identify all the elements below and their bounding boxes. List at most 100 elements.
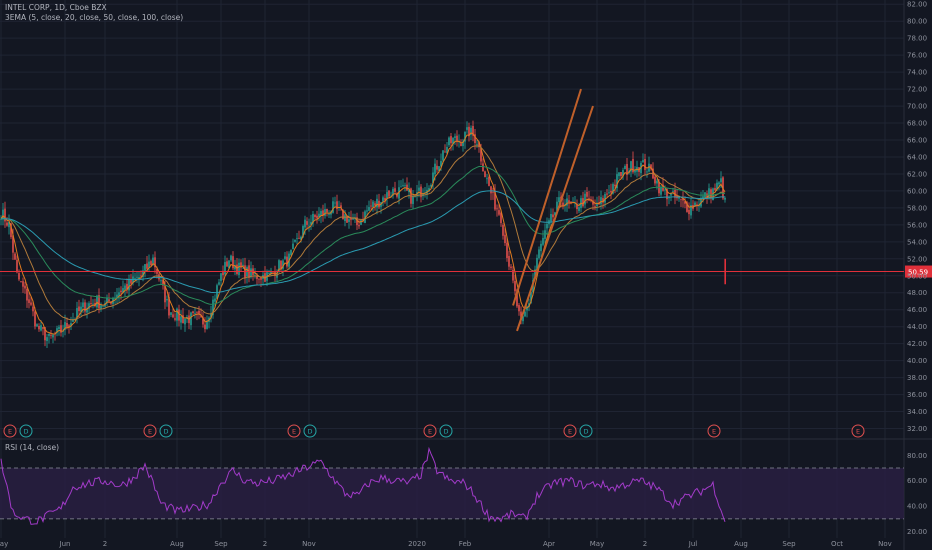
candle-body [36,324,38,327]
candle-body [210,313,212,319]
candle-body [254,273,256,275]
rsi-band [0,468,904,519]
candle-body [518,305,520,312]
candle-body [512,269,514,281]
earnings-badge-icon [707,424,721,438]
candle-body [312,213,314,224]
candle-body [296,238,298,240]
candle-body [144,264,146,271]
candle-body [384,198,386,201]
price-tick-label: 36.00 [907,391,927,399]
candle-body [654,176,656,184]
candle-body [136,276,138,278]
candle-body [502,225,504,236]
candle-body [198,310,200,314]
rsi-line [0,446,726,525]
candle-body [164,285,166,303]
candle-body [442,150,444,161]
price-tick-label: 80.00 [907,18,927,26]
candle-body [300,236,302,240]
candle-body [56,328,58,333]
candle-body [20,281,22,283]
candle-body [160,280,162,282]
candle-body [432,172,434,184]
candle-body [116,294,118,298]
candle-body [322,210,324,216]
price-pane[interactable] [0,88,904,349]
earnings-badge-icon [423,424,437,438]
candle-body [720,178,722,183]
time-tick-label: Oct [831,540,843,548]
candle-body [12,235,14,253]
candle-body [346,215,348,223]
time-tick-label: Sep [782,540,796,548]
candle-body [466,127,468,130]
badge-letter: D [163,428,168,436]
candle-body [306,221,308,225]
candle-body [606,193,608,195]
candle-body [46,337,48,342]
candle-body [344,214,346,222]
candle-body [340,205,342,208]
price-tick-label: 34.00 [907,408,927,416]
badge-letter: D [443,428,448,436]
price-tick-label: 42.00 [907,340,927,348]
rsi-pane[interactable] [0,446,904,525]
candle-body [282,260,284,269]
candle-body [402,185,404,187]
candle-body [200,315,202,317]
badge-letter: E [8,428,12,436]
earnings-badge-icon [563,424,577,438]
candle-body [174,318,176,320]
candle-body [190,312,192,326]
candle-body [444,151,446,153]
candle-body [52,334,54,338]
candle-body [184,318,186,325]
candle-body [16,259,18,273]
candle-body [128,278,130,291]
candle-body [366,210,368,212]
candle-body [316,215,318,219]
trendline [516,105,594,332]
candle-body [660,186,662,195]
candle-body [386,192,388,199]
candle-body [98,295,100,309]
candle-body [134,278,136,279]
candle-body [498,210,500,215]
candle-body [0,218,2,220]
time-tick-label: Aug [734,540,748,548]
candle-body [180,316,182,323]
candle-body [454,136,456,138]
candle-body [378,200,380,208]
candle-body [608,192,610,194]
candle-body [552,214,554,218]
candle-body [166,299,168,301]
rsi-label: RSI (14, close) [5,443,59,452]
candle-body [48,333,50,336]
earnings-badge-icon [287,424,301,438]
candle-body [224,262,226,275]
candle-body [684,201,686,204]
candle-body [506,242,508,258]
candle-body [490,186,492,194]
candle-body [374,203,376,206]
candle-body [428,188,430,192]
candle-body [480,147,482,162]
candle-body [544,230,546,239]
badge-letter: D [23,428,28,436]
candle-body [284,256,286,259]
candle-body [696,204,698,206]
candle-body [718,182,720,185]
earnings-badge-icon [3,424,17,438]
candle-body [476,143,478,145]
candle-body [68,325,70,328]
time-tick-label: May [590,540,604,548]
candle-body [350,217,352,220]
candle-body [310,221,312,225]
candle-body [650,164,652,170]
candle-body [612,184,614,194]
candle-body [324,209,326,216]
candle-body [336,201,338,209]
